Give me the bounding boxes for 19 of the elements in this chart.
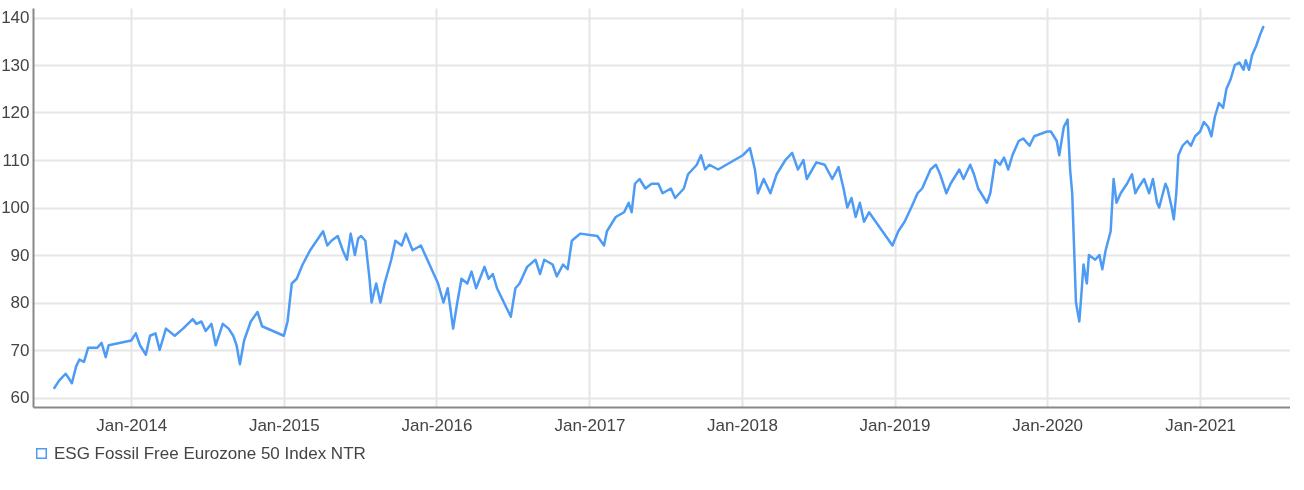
- line-series: [53, 25, 1265, 390]
- x-tick-label: Jan-2019: [859, 415, 931, 435]
- x-tick-label: Jan-2020: [1012, 415, 1084, 435]
- x-tick-label: Jan-2015: [248, 415, 320, 435]
- x-tick-label: Jan-2018: [707, 415, 778, 435]
- y-tick-label: 90: [10, 245, 30, 265]
- x-tick-label: Jan-2017: [554, 415, 626, 435]
- x-tick-label: Jan-2016: [401, 415, 473, 435]
- y-tick-label: 120: [1, 103, 30, 122]
- legend-label: ESG Fossil Free Eurozone 50 Index NTR: [54, 443, 366, 463]
- y-tick-label: 80: [10, 293, 30, 312]
- y-tick-label: 130: [1, 55, 30, 75]
- y-tick-label: 110: [2, 150, 30, 170]
- y-tick-label: 140: [1, 8, 30, 27]
- x-tick-label: Jan-2014: [96, 415, 168, 435]
- y-tick-label: 70: [10, 340, 30, 360]
- y-tick-label: 100: [1, 198, 30, 217]
- y-tick-label: 60: [10, 388, 30, 407]
- x-tick-label: Jan-2021: [1165, 415, 1237, 435]
